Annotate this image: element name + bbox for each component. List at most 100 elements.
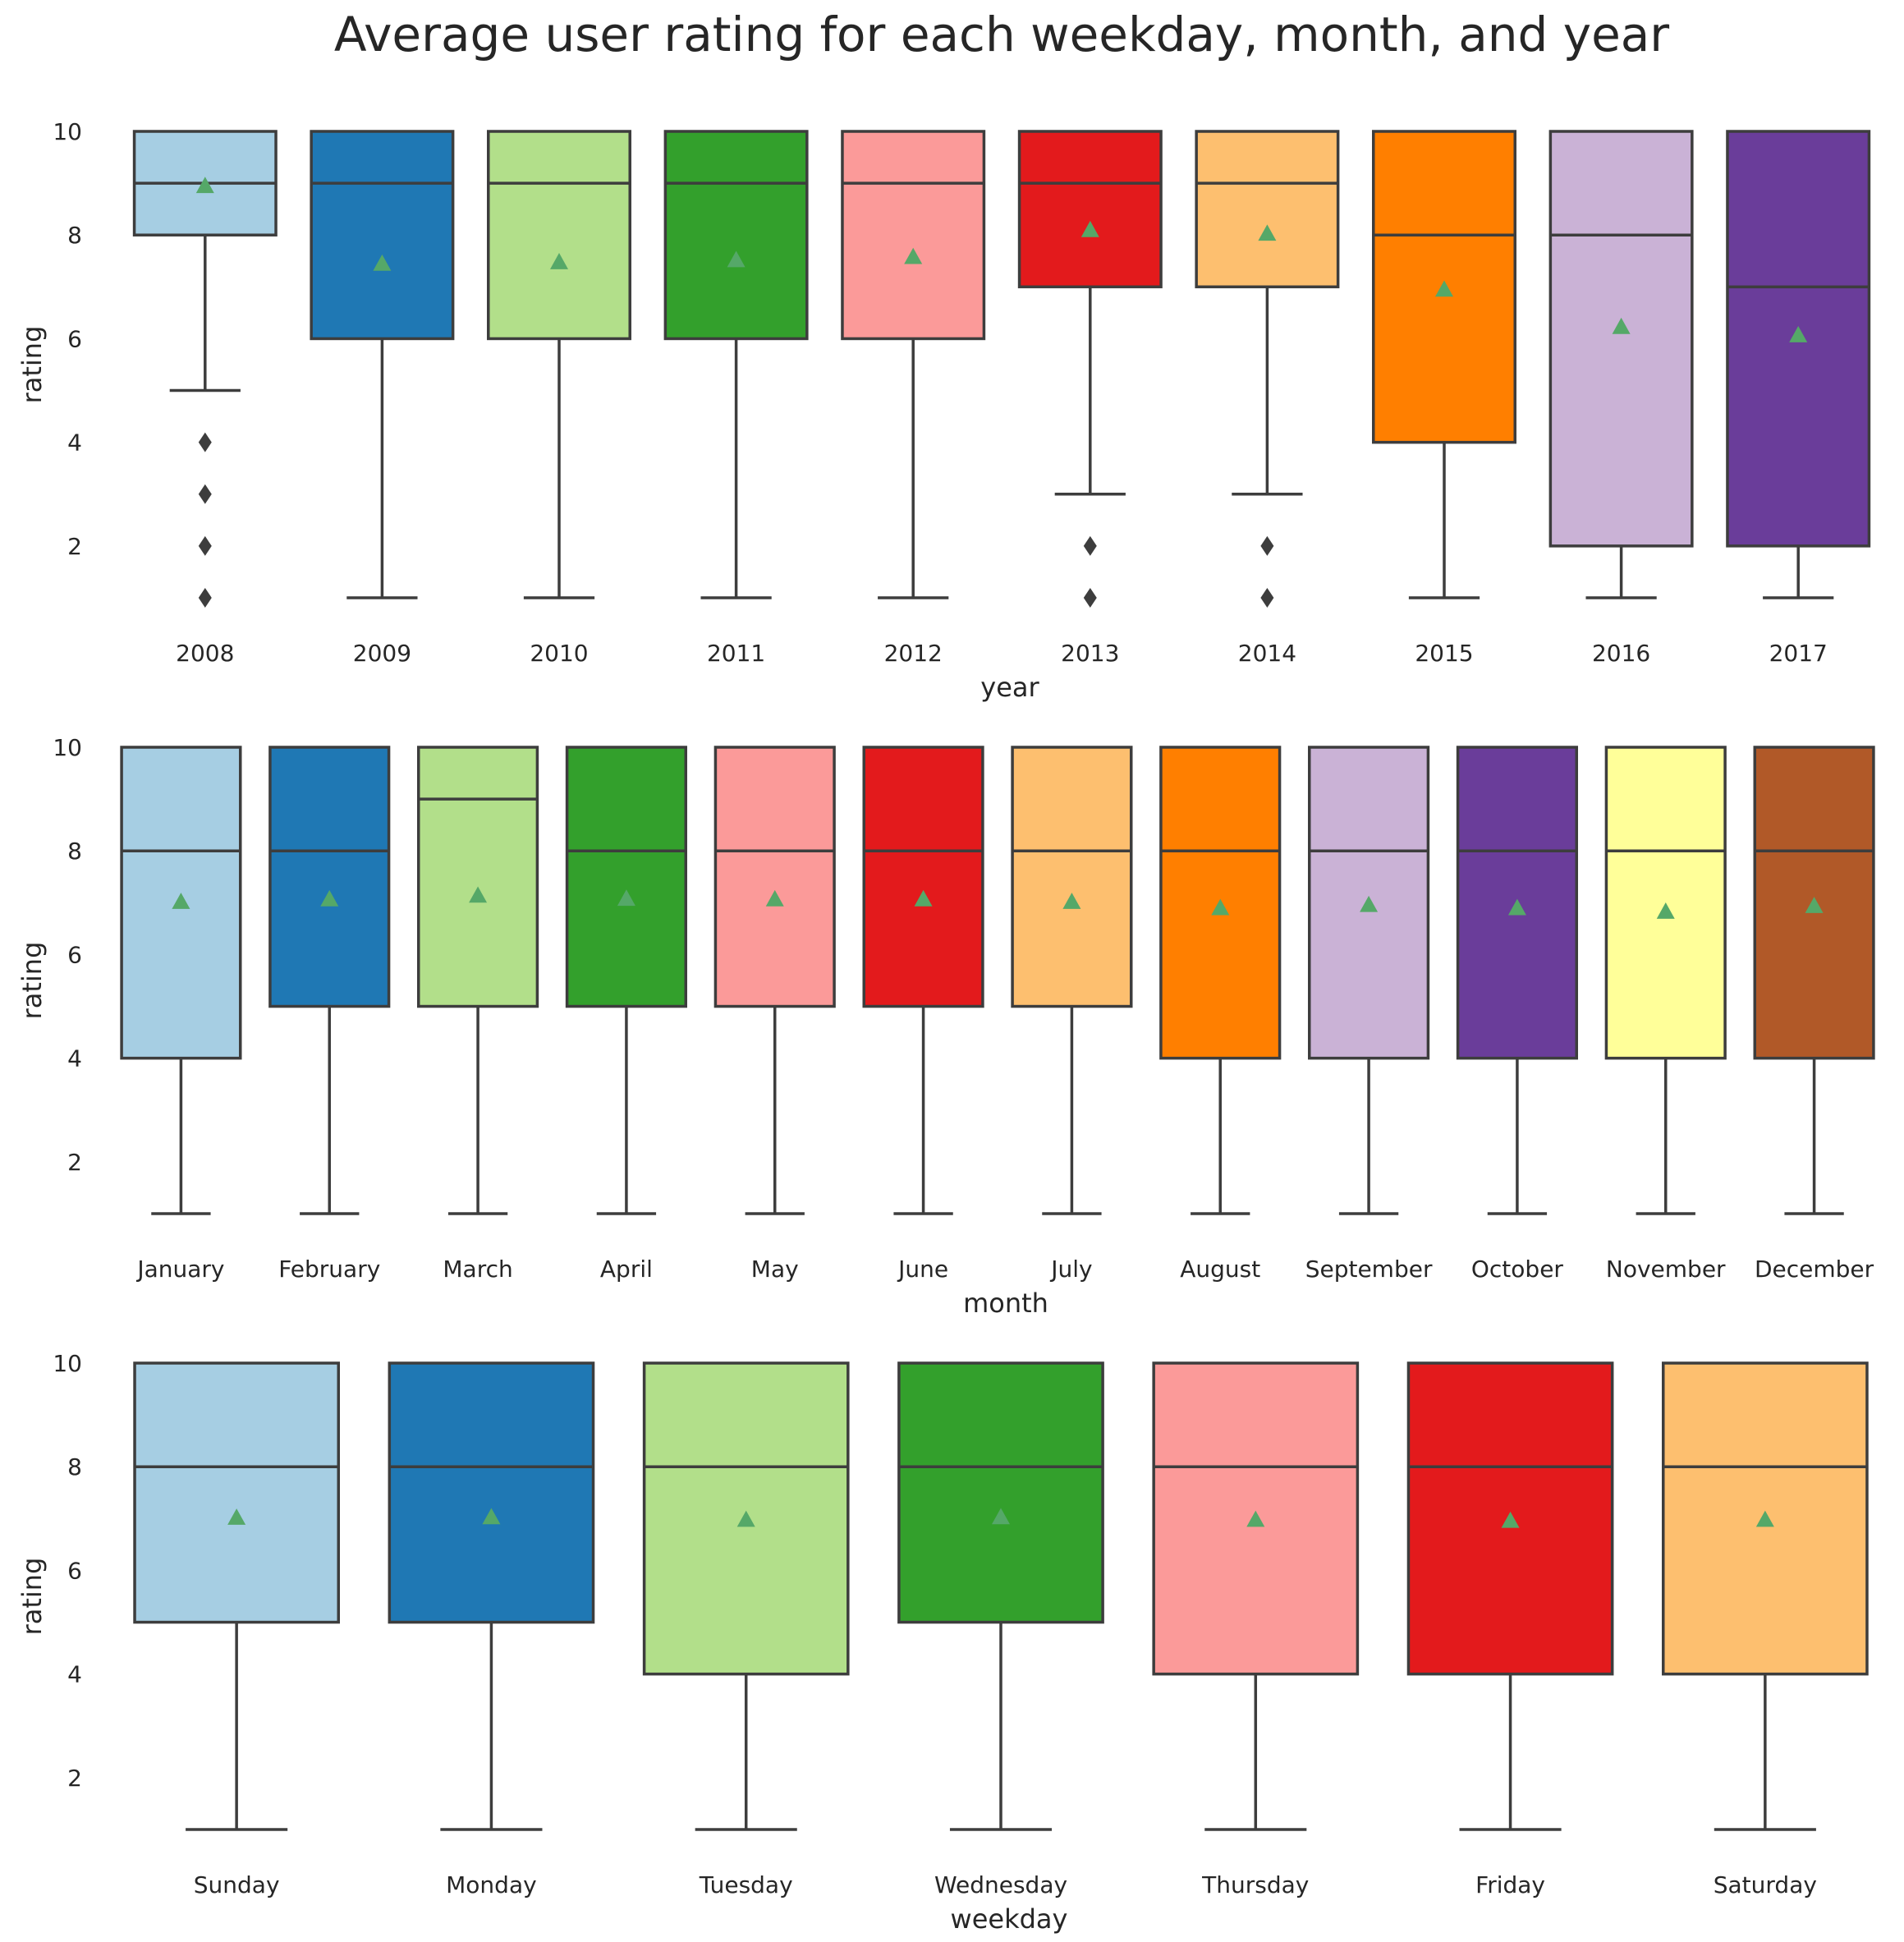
box-april <box>565 746 687 1215</box>
outlier-marker <box>1260 588 1274 608</box>
box-october <box>1456 746 1579 1215</box>
box-iqr <box>862 746 984 1008</box>
x-tick-label: December <box>1755 1256 1874 1283</box>
y-tick-label: 8 <box>67 1453 82 1481</box>
mean-marker <box>469 886 488 903</box>
outlier-marker <box>1260 535 1274 556</box>
mean-marker <box>1507 898 1526 916</box>
box-saturday <box>1661 1361 1869 1831</box>
x-tick-label: April <box>600 1256 653 1283</box>
mean-marker <box>227 1508 246 1525</box>
box-march <box>417 746 539 1215</box>
box-iqr <box>1011 746 1133 1008</box>
box-iqr <box>268 746 391 1008</box>
x-tick-label: 2014 <box>1238 640 1296 667</box>
mean-marker <box>736 1510 755 1527</box>
box-2009 <box>310 130 455 599</box>
subplot-year: 2 4 6 8 10 rating year 2008 2009 2010 2011 2012 2013… <box>16 118 1871 703</box>
box-2008 <box>132 130 278 608</box>
x-tick-label: 2010 <box>530 640 588 667</box>
y-axis-label: rating <box>16 326 48 404</box>
y-tick-label: 2 <box>67 1149 82 1176</box>
x-tick-label: Friday <box>1475 1871 1545 1898</box>
box-iqr <box>1548 130 1694 548</box>
x-tick-label: September <box>1305 1256 1433 1283</box>
y-tick-label: 10 <box>53 734 82 761</box>
box-november <box>1604 746 1727 1215</box>
x-tick-label: 2015 <box>1415 640 1473 667</box>
box-2015 <box>1372 130 1516 599</box>
x-tick-label: August <box>1180 1256 1260 1283</box>
box-2011 <box>663 130 809 599</box>
x-tick-label: June <box>897 1256 948 1283</box>
y-tick-label: 8 <box>67 222 82 249</box>
y-tick-label: 6 <box>67 941 82 968</box>
mean-marker <box>482 1508 501 1525</box>
mean-marker <box>617 889 635 907</box>
y-tick-label: 10 <box>53 118 82 145</box>
mean-marker <box>1435 280 1453 297</box>
x-tick-label: March <box>443 1256 512 1283</box>
box-2012 <box>841 130 986 599</box>
box-iqr <box>133 1361 341 1624</box>
box-friday <box>1406 1361 1614 1831</box>
mean-marker <box>765 889 784 907</box>
box-2016 <box>1548 130 1694 599</box>
y-tick-label: 2 <box>67 533 82 560</box>
box-may <box>713 746 836 1215</box>
x-tick-label: May <box>751 1256 799 1283</box>
mean-marker <box>320 889 339 907</box>
x-tick-label: 2008 <box>176 640 234 667</box>
x-tick-label: Wednesday <box>934 1871 1067 1898</box>
box-wednesday <box>897 1361 1104 1831</box>
y-tick-label: 2 <box>67 1765 82 1792</box>
box-iqr <box>897 1361 1104 1624</box>
outlier-marker <box>198 535 212 556</box>
y-tick-label: 10 <box>53 1350 82 1377</box>
x-tick-label: November <box>1606 1256 1726 1283</box>
mean-marker <box>195 177 214 194</box>
y-tick-label: 4 <box>67 1661 82 1688</box>
x-axis-label: weekday <box>951 1903 1068 1935</box>
mean-marker <box>992 1508 1010 1525</box>
x-tick-label: 2009 <box>353 640 411 667</box>
box-iqr <box>663 130 809 341</box>
subplot-month: 2 4 6 8 10 rating month January February March Apr… <box>16 734 1875 1319</box>
box-iqr <box>713 746 836 1008</box>
mean-marker <box>1062 893 1081 909</box>
chart-title: Average user rating for each weekday, mo… <box>334 7 1669 62</box>
outlier-marker <box>198 588 212 608</box>
box-iqr <box>841 130 986 341</box>
x-tick-label: Monday <box>446 1871 537 1898</box>
x-axis-label: month <box>963 1288 1048 1319</box>
box-sunday <box>133 1361 341 1831</box>
mean-marker <box>550 253 568 269</box>
x-tick-label: January <box>135 1256 224 1283</box>
x-tick-label: October <box>1471 1256 1564 1283</box>
mean-marker <box>1805 897 1824 913</box>
box-july <box>1011 746 1133 1215</box>
x-tick-label: Saturday <box>1714 1871 1817 1898</box>
x-tick-label: Tuesday <box>699 1871 793 1898</box>
box-2017 <box>1726 130 1871 599</box>
mean-marker <box>914 889 933 907</box>
mean-marker <box>1080 220 1099 237</box>
box-iqr <box>310 130 455 341</box>
box-iqr <box>1195 130 1340 289</box>
box-monday <box>388 1361 595 1831</box>
box-tuesday <box>642 1361 850 1831</box>
outlier-marker <box>198 432 212 452</box>
outlier-marker <box>1083 535 1097 556</box>
box-june <box>862 746 984 1215</box>
mean-marker <box>1246 1510 1265 1527</box>
x-tick-label: 2016 <box>1592 640 1650 667</box>
box-iqr <box>487 130 631 341</box>
mean-marker <box>1656 902 1675 919</box>
box-2014 <box>1195 130 1340 608</box>
mean-marker <box>1501 1511 1520 1528</box>
y-tick-label: 8 <box>67 838 82 865</box>
x-tick-label: 2013 <box>1061 640 1119 667</box>
y-axis-label: rating <box>16 1558 48 1636</box>
mean-marker <box>1612 317 1631 334</box>
box-2010 <box>487 130 631 599</box>
